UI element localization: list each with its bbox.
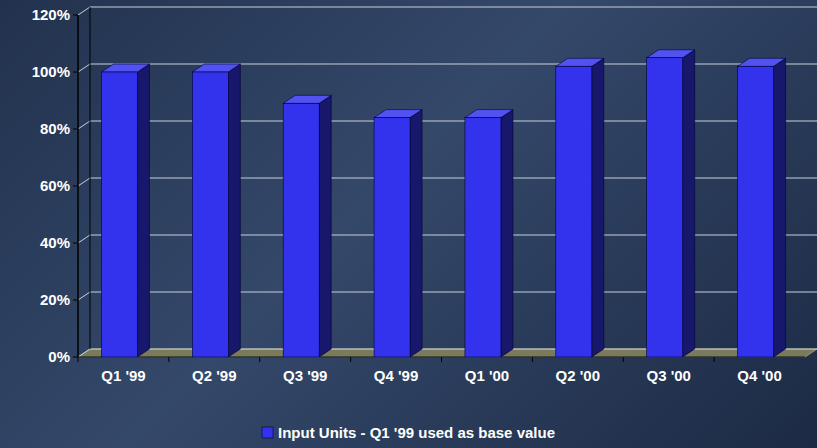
x-tick-label: Q2 '00 <box>556 367 600 384</box>
x-tick <box>714 357 715 362</box>
legend: Input Units - Q1 '99 used as base value <box>262 424 555 441</box>
bar <box>101 72 137 357</box>
back-wall-edge <box>90 7 91 349</box>
grid-line <box>78 349 817 357</box>
bar-top <box>556 58 604 66</box>
bar-side <box>683 50 695 357</box>
bar-top <box>283 95 331 103</box>
bar-side <box>592 58 604 357</box>
bar <box>192 72 228 357</box>
grid-line <box>78 235 817 243</box>
x-tick <box>259 357 260 362</box>
grid-line <box>78 64 817 72</box>
bar <box>374 118 410 357</box>
bar <box>647 58 683 357</box>
bar-top <box>647 50 695 58</box>
x-tick <box>350 357 351 362</box>
bar <box>283 103 319 357</box>
x-tick-label: Q1 '00 <box>465 367 509 384</box>
bar-side <box>501 110 513 357</box>
legend-label: Input Units - Q1 '99 used as base value <box>278 424 555 441</box>
x-tick <box>441 357 442 362</box>
x-tick-label: Q4 '00 <box>737 367 781 384</box>
grid-line <box>78 178 817 186</box>
x-tick <box>623 357 624 362</box>
x-tick-label: Q1 '99 <box>101 367 145 384</box>
legend-swatch <box>262 427 273 438</box>
bar-top <box>738 58 786 66</box>
bars <box>101 50 785 357</box>
chart: 0% 20% 40% 60% 80% 100% 120% Q1 '99 Q2 '99 Q3 '99… <box>0 0 817 448</box>
bar-side <box>774 58 786 357</box>
bar-top <box>374 110 422 118</box>
y-axis <box>77 15 79 357</box>
x-tick-label: Q2 '99 <box>192 367 236 384</box>
bar-side <box>319 95 331 357</box>
x-tick <box>78 357 79 362</box>
y-tick-label: 80% <box>40 120 70 137</box>
grid-line <box>78 292 817 300</box>
floor <box>78 349 817 357</box>
grid-line <box>78 7 817 15</box>
y-tick-label: 40% <box>40 234 70 251</box>
x-tick <box>168 357 169 362</box>
bar <box>738 66 774 357</box>
x-tick <box>532 357 533 362</box>
grid-line <box>78 121 817 129</box>
bar-side <box>410 110 422 357</box>
bar <box>465 118 501 357</box>
x-tick-label: Q3 '99 <box>283 367 327 384</box>
y-tick-label: 100% <box>32 63 70 80</box>
bar <box>556 66 592 357</box>
bar-top <box>101 64 149 72</box>
y-tick-label: 0% <box>48 348 70 365</box>
bar-side <box>228 64 240 357</box>
bar-top <box>192 64 240 72</box>
bar-top <box>465 110 513 118</box>
bar-side <box>137 64 149 357</box>
y-tick-label: 120% <box>32 6 70 23</box>
y-tick-label: 20% <box>40 291 70 308</box>
x-tick-label: Q3 '00 <box>646 367 690 384</box>
y-tick-label: 60% <box>40 177 70 194</box>
x-tick-label: Q4 '99 <box>374 367 418 384</box>
